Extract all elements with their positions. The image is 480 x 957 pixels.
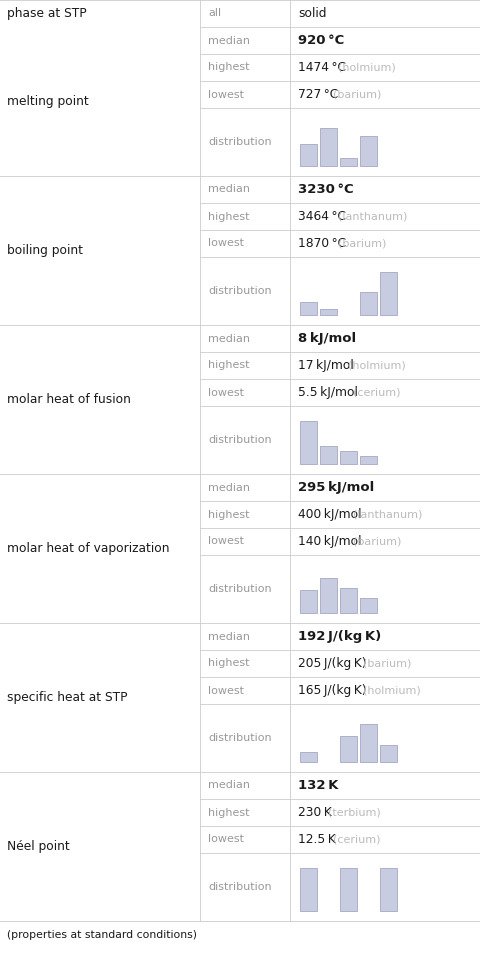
Text: (barium): (barium)	[363, 658, 412, 669]
Polygon shape	[300, 590, 317, 613]
Polygon shape	[380, 273, 397, 316]
Text: lowest: lowest	[208, 537, 244, 546]
Text: highest: highest	[208, 808, 250, 817]
Text: distribution: distribution	[208, 137, 272, 147]
Text: (barium): (barium)	[333, 90, 381, 100]
Polygon shape	[300, 145, 317, 167]
Text: molar heat of fusion: molar heat of fusion	[7, 393, 131, 406]
Text: 920 °C: 920 °C	[298, 34, 344, 47]
Polygon shape	[320, 446, 337, 464]
Polygon shape	[360, 724, 377, 763]
Polygon shape	[340, 868, 357, 911]
Text: distribution: distribution	[208, 435, 272, 445]
Text: 165 J/(kg K): 165 J/(kg K)	[298, 684, 367, 697]
Text: 12.5 K: 12.5 K	[298, 833, 336, 846]
Text: specific heat at STP: specific heat at STP	[7, 691, 128, 704]
Text: (holmium): (holmium)	[348, 361, 406, 370]
Text: distribution: distribution	[208, 584, 272, 594]
Text: highest: highest	[208, 658, 250, 669]
Text: lowest: lowest	[208, 90, 244, 100]
Text: (barium): (barium)	[353, 537, 401, 546]
Text: distribution: distribution	[208, 882, 272, 892]
Text: (lanthanum): (lanthanum)	[353, 509, 422, 520]
Text: median: median	[208, 482, 250, 493]
Polygon shape	[300, 751, 317, 763]
Text: (lanthanum): (lanthanum)	[338, 211, 407, 221]
Polygon shape	[320, 128, 337, 167]
Text: melting point: melting point	[7, 95, 89, 108]
Text: Néel point: Néel point	[7, 840, 70, 853]
Polygon shape	[340, 158, 357, 167]
Polygon shape	[340, 451, 357, 464]
Text: median: median	[208, 35, 250, 46]
Polygon shape	[360, 292, 377, 316]
Text: 132 K: 132 K	[298, 779, 338, 792]
Text: lowest: lowest	[208, 835, 244, 844]
Text: 727 °C: 727 °C	[298, 88, 338, 101]
Text: (holmium): (holmium)	[338, 62, 396, 73]
Polygon shape	[360, 598, 377, 613]
Polygon shape	[380, 746, 397, 763]
Text: median: median	[208, 185, 250, 194]
Text: highest: highest	[208, 62, 250, 73]
Text: 295 kJ/mol: 295 kJ/mol	[298, 481, 374, 494]
Text: highest: highest	[208, 509, 250, 520]
Text: molar heat of vaporization: molar heat of vaporization	[7, 542, 169, 555]
Text: 17 kJ/mol: 17 kJ/mol	[298, 359, 354, 372]
Polygon shape	[300, 868, 317, 911]
Text: lowest: lowest	[208, 238, 244, 249]
Text: median: median	[208, 333, 250, 344]
Text: 192 J/(kg K): 192 J/(kg K)	[298, 630, 381, 643]
Text: (terbium): (terbium)	[327, 808, 380, 817]
Text: (barium): (barium)	[338, 238, 386, 249]
Polygon shape	[320, 578, 337, 613]
Text: (cerium): (cerium)	[333, 835, 380, 844]
Polygon shape	[380, 868, 397, 911]
Text: 400 kJ/mol: 400 kJ/mol	[298, 508, 361, 521]
Text: (properties at standard conditions): (properties at standard conditions)	[7, 930, 197, 940]
Text: median: median	[208, 781, 250, 790]
Polygon shape	[340, 588, 357, 613]
Text: boiling point: boiling point	[7, 244, 83, 257]
Text: 8 kJ/mol: 8 kJ/mol	[298, 332, 356, 345]
Polygon shape	[340, 736, 357, 763]
Polygon shape	[320, 308, 337, 316]
Polygon shape	[360, 456, 377, 464]
Text: 230 K: 230 K	[298, 806, 332, 819]
Text: 5.5 kJ/mol: 5.5 kJ/mol	[298, 386, 358, 399]
Text: median: median	[208, 632, 250, 641]
Text: solid: solid	[298, 7, 326, 20]
Text: distribution: distribution	[208, 733, 272, 743]
Text: highest: highest	[208, 361, 250, 370]
Text: (holmium): (holmium)	[363, 685, 421, 696]
Polygon shape	[300, 421, 317, 464]
Text: 3464 °C: 3464 °C	[298, 210, 346, 223]
Text: lowest: lowest	[208, 388, 244, 397]
Polygon shape	[300, 301, 317, 316]
Text: 1474 °C: 1474 °C	[298, 61, 346, 74]
Text: 140 kJ/mol: 140 kJ/mol	[298, 535, 361, 548]
Polygon shape	[360, 136, 377, 167]
Text: 1870 °C: 1870 °C	[298, 237, 346, 250]
Text: distribution: distribution	[208, 286, 272, 296]
Text: highest: highest	[208, 211, 250, 221]
Text: phase at STP: phase at STP	[7, 7, 86, 20]
Text: 205 J/(kg K): 205 J/(kg K)	[298, 657, 367, 670]
Text: 3230 °C: 3230 °C	[298, 183, 354, 196]
Text: (cerium): (cerium)	[353, 388, 400, 397]
Text: all: all	[208, 9, 221, 18]
Text: lowest: lowest	[208, 685, 244, 696]
